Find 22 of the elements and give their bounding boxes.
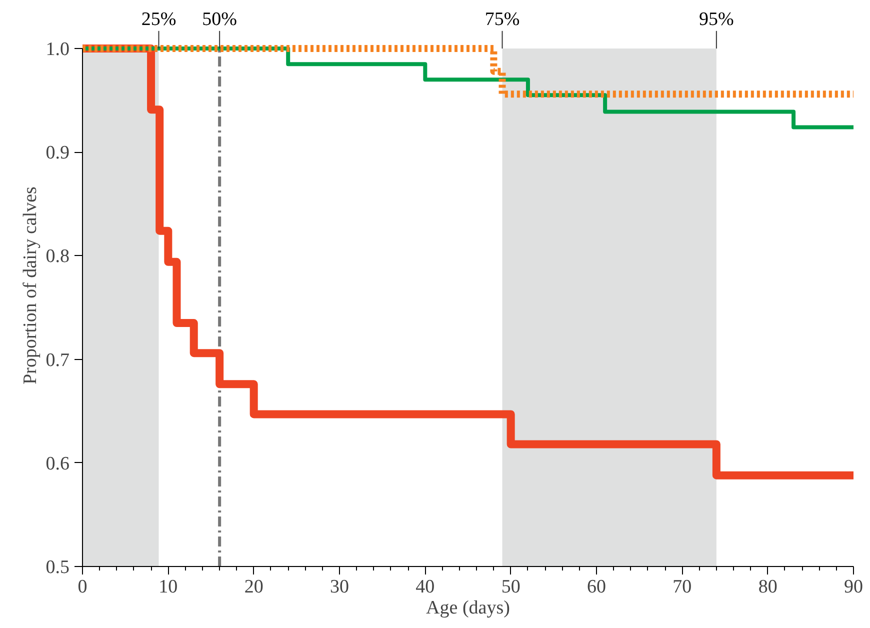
x-tick-label: 0	[78, 576, 88, 598]
annotation: 25%	[141, 8, 176, 30]
annotation: 50%	[202, 8, 238, 30]
annotation: 95%	[699, 8, 734, 30]
y-tick-label: 0.8	[46, 246, 70, 268]
x-tick-label: 10	[158, 576, 178, 598]
x-tick-label: 70	[672, 576, 692, 598]
y-tick-label: 0.9	[46, 142, 70, 164]
y-tick-label: 0.6	[46, 453, 70, 474]
x-tick-label: 40	[416, 576, 435, 598]
x-tick-label: 90	[844, 576, 863, 598]
y-tick-label: 0.5	[46, 557, 70, 578]
y-tick-label: 0.7	[46, 350, 70, 371]
x-axis-title: Age (days)	[426, 598, 510, 618]
x-tick-label: 60	[587, 576, 606, 598]
annotation: 75%	[484, 8, 520, 30]
x-tick-label: 80	[758, 576, 778, 598]
y-axis-title: Proportion of dairy calves	[20, 186, 41, 384]
x-tick-label: 50	[501, 576, 520, 598]
y-tick-label: 1.0	[46, 39, 70, 60]
x-tick-label: 20	[244, 576, 264, 598]
x-tick-label: 30	[330, 576, 349, 598]
